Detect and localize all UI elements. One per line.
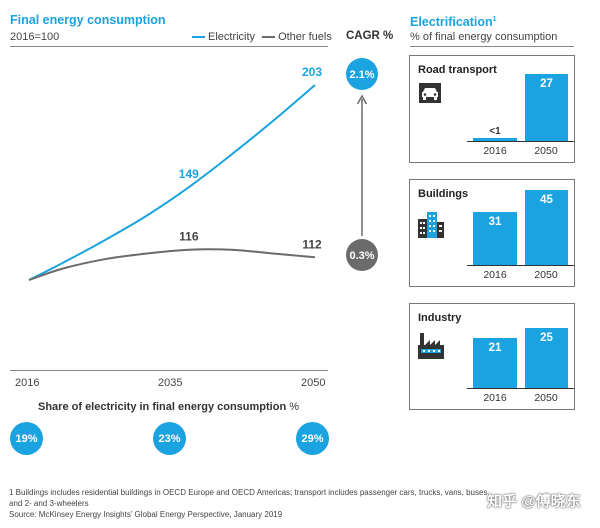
buildings-bar-2050: 45 xyxy=(525,190,568,265)
share-circle-2050: 29% xyxy=(296,422,329,455)
factory-icon xyxy=(417,333,445,364)
left-chart-subtitle: 2016=100 xyxy=(10,31,60,43)
share-title-text: Share of electricity in final energy con… xyxy=(38,401,287,413)
buildings-bar-2016: 31 xyxy=(473,212,517,265)
industry-2016-value: 21 xyxy=(488,342,502,354)
right-title-footnote-mark: 1 xyxy=(492,15,497,23)
data-label-other-fuels-2050: 112 xyxy=(302,237,322,251)
cagr-circle-electricity xyxy=(346,58,378,90)
x-tick-2050: 2050 xyxy=(301,377,326,389)
industry-cat-2050: 2050 xyxy=(534,392,558,404)
data-label-electricity-2035: 149 xyxy=(179,167,199,181)
line-chart: 149 203 116 112 2.1% 0.3% xyxy=(28,58,378,281)
footnote-line1: 1 Buildings includes residential buildin… xyxy=(9,488,490,497)
left-chart-title: Final energy consumption xyxy=(10,13,166,27)
panel-industry: Industry 21 25 2016 2050 xyxy=(409,303,575,410)
footnote-source: Source: McKinsey Energy Insights’ Global… xyxy=(9,510,283,519)
industry-bar-2016: 21 xyxy=(473,338,517,388)
legend-other-label: Other fuels xyxy=(278,31,332,43)
share-circle-2016: 19% xyxy=(10,422,43,455)
road-transport-cat-2050: 2050 xyxy=(534,145,558,157)
cagr-arrowhead xyxy=(356,94,368,105)
right-subtitle: % of final energy consumption xyxy=(410,31,558,43)
buildings-baseline xyxy=(467,265,574,266)
buildings-2050-value: 45 xyxy=(540,194,553,206)
road-transport-2016-value: <1 xyxy=(489,126,501,137)
panel-road-transport: Road transport <1 27 2016 2050 xyxy=(409,55,575,163)
x-axis-rule xyxy=(10,370,328,371)
road-transport-bar-2050: 27 xyxy=(525,74,568,141)
x-tick-2035: 2035 xyxy=(158,377,183,389)
cagr-circle-electricity-label: 2.1% xyxy=(349,69,374,81)
data-label-other-fuels-2035: 116 xyxy=(179,230,199,244)
buildings-cat-2016: 2016 xyxy=(483,269,507,281)
legend-other-swatch xyxy=(262,36,276,38)
legend-electricity-label: Electricity xyxy=(208,31,256,43)
right-title-text: Electrification xyxy=(410,15,493,29)
road-transport-2050-value: 27 xyxy=(540,78,553,90)
cagr-circle-other-fuels xyxy=(346,239,378,271)
right-title: Electrification1 xyxy=(410,15,497,29)
right-top-rule xyxy=(410,46,574,47)
car-icon xyxy=(418,83,442,108)
x-tick-2016: 2016 xyxy=(15,377,40,389)
panel-industry-title: Industry xyxy=(418,312,462,324)
series-line-electricity xyxy=(28,84,316,281)
share-title: Share of electricity in final energy con… xyxy=(38,401,299,413)
legend: Electricity Other fuels xyxy=(192,31,332,43)
industry-bar-2050: 25 xyxy=(525,328,568,388)
buildings-2016-value: 31 xyxy=(488,216,502,228)
panel-buildings: Buildings 31 45 2016 2050 xyxy=(409,179,575,287)
watermark: 知乎 @傅晓东 xyxy=(487,493,581,510)
buildings-cat-2050: 2050 xyxy=(534,269,558,281)
road-transport-bar-2016 xyxy=(473,138,517,141)
road-transport-cat-2016: 2016 xyxy=(483,145,507,157)
panel-road-transport-title: Road transport xyxy=(418,64,497,76)
panel-buildings-title: Buildings xyxy=(418,188,469,200)
cagr-circle-other-fuels-label: 0.3% xyxy=(349,250,374,262)
data-label-electricity-2050: 203 xyxy=(302,65,322,79)
left-top-rule xyxy=(10,46,328,47)
share-title-unit: % xyxy=(289,401,300,413)
industry-cat-2016: 2016 xyxy=(483,392,507,404)
cagr-header: CAGR % xyxy=(346,30,394,42)
share-circle-2035: 23% xyxy=(153,422,186,455)
industry-baseline xyxy=(467,388,574,389)
series-line-other-fuels xyxy=(28,248,316,281)
legend-electricity-swatch xyxy=(192,36,205,38)
road-transport-baseline xyxy=(467,141,574,142)
industry-2050-value: 25 xyxy=(540,332,553,344)
footnote-line2: and 2- and 3-wheelers xyxy=(9,499,89,508)
building-icon xyxy=(417,210,445,243)
